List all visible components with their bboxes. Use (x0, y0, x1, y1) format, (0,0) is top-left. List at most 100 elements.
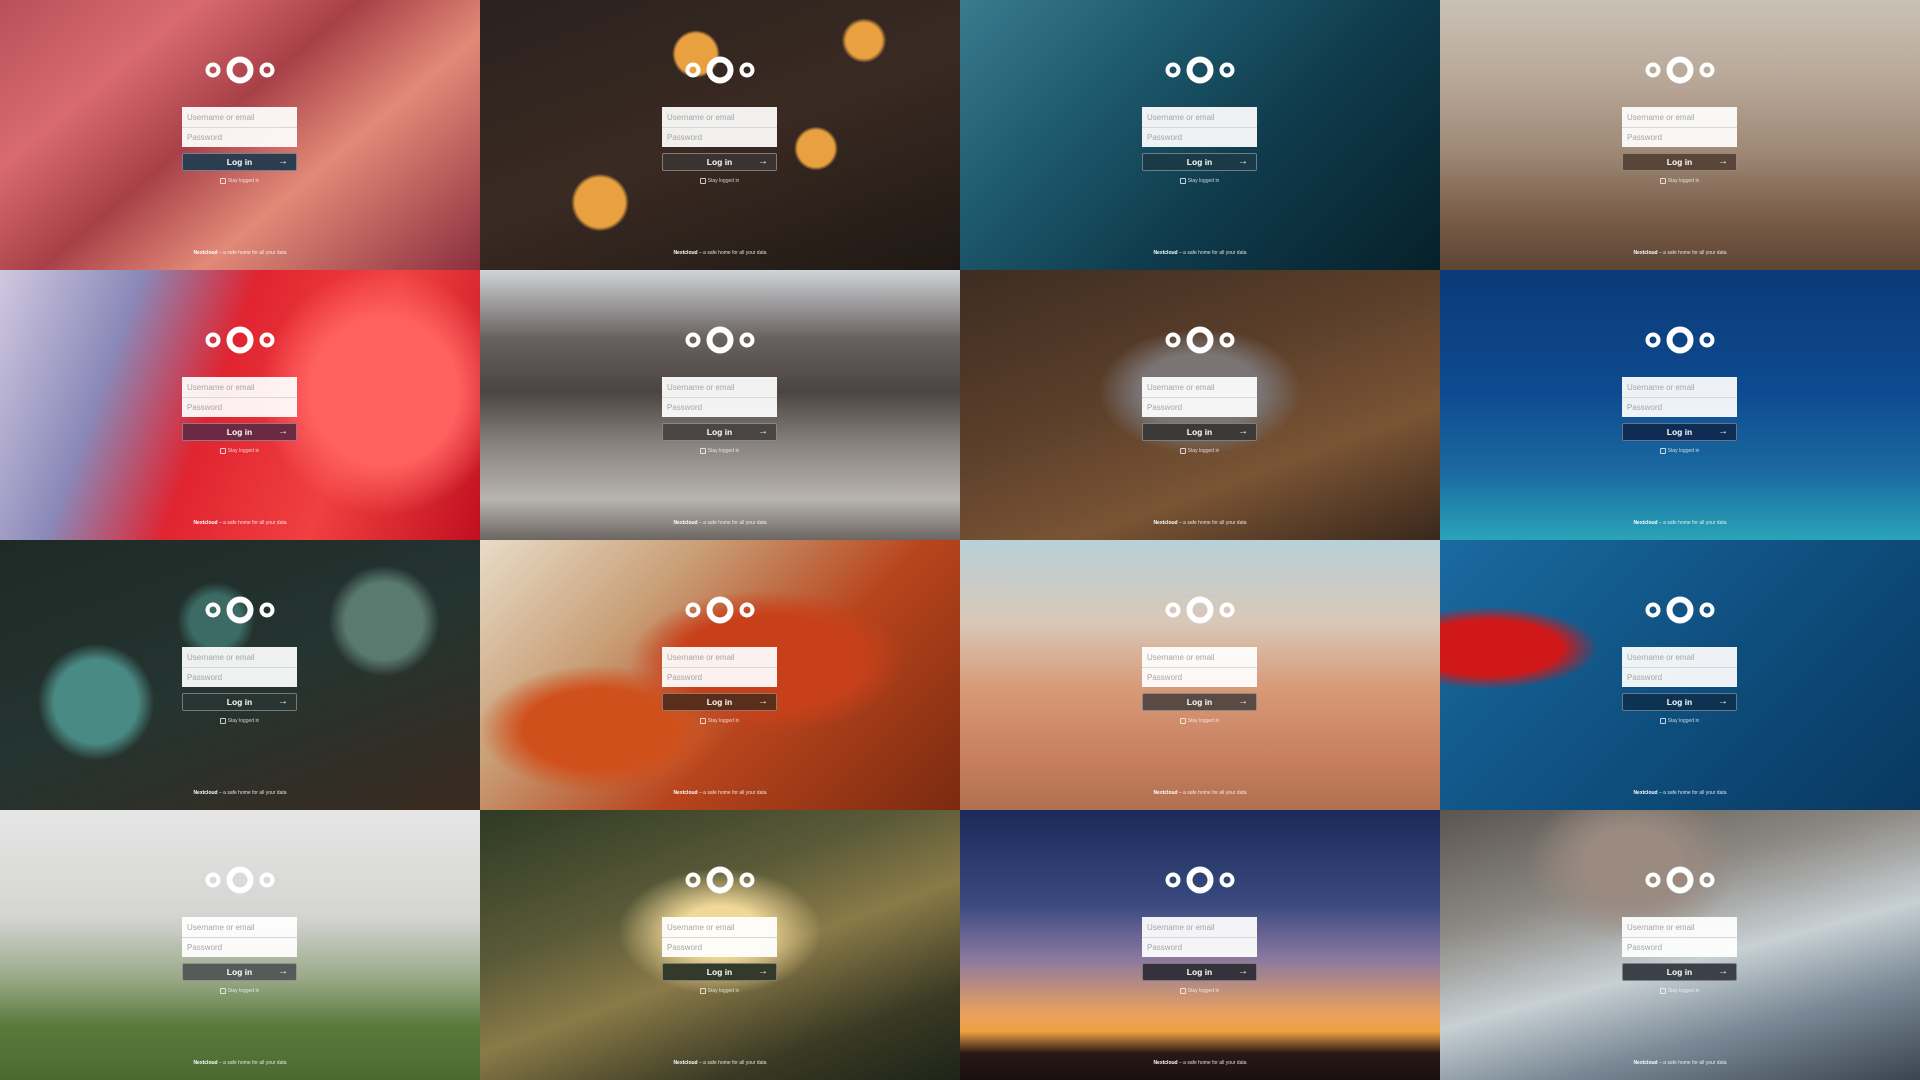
login-button[interactable]: Log in → (1142, 963, 1257, 981)
stay-logged-in-checkbox[interactable] (699, 988, 706, 994)
footer-brand-link[interactable]: Nextcloud (193, 520, 218, 526)
password-input[interactable] (1622, 397, 1737, 417)
stay-logged-in-checkbox[interactable] (1659, 988, 1666, 994)
stay-logged-in-checkbox[interactable] (1659, 448, 1666, 454)
stay-logged-in[interactable]: Stay logged in (1142, 448, 1257, 454)
footer-brand-link[interactable]: Nextcloud (1153, 790, 1178, 796)
stay-logged-in[interactable]: Stay logged in (1622, 718, 1737, 724)
username-input[interactable] (662, 107, 777, 127)
password-input[interactable] (182, 937, 297, 957)
stay-logged-in[interactable]: Stay logged in (1142, 988, 1257, 994)
stay-logged-in[interactable]: Stay logged in (662, 718, 777, 724)
login-button[interactable]: Log in → (1622, 153, 1737, 171)
stay-logged-in[interactable]: Stay logged in (662, 178, 777, 184)
stay-logged-in[interactable]: Stay logged in (182, 448, 297, 454)
username-input[interactable] (662, 917, 777, 937)
password-input[interactable] (1622, 127, 1737, 147)
password-input[interactable] (662, 667, 777, 687)
username-input[interactable] (1142, 647, 1257, 667)
username-input[interactable] (1622, 917, 1737, 937)
login-button[interactable]: Log in → (1622, 693, 1737, 711)
footer-brand-link[interactable]: Nextcloud (673, 1060, 698, 1066)
footer-brand-link[interactable]: Nextcloud (1153, 250, 1178, 256)
footer-brand-link[interactable]: Nextcloud (193, 790, 218, 796)
username-input[interactable] (182, 377, 297, 397)
footer-brand-link[interactable]: Nextcloud (193, 250, 218, 256)
username-input[interactable] (182, 917, 297, 937)
login-button[interactable]: Log in → (662, 963, 777, 981)
stay-logged-in[interactable]: Stay logged in (1142, 178, 1257, 184)
footer-brand-link[interactable]: Nextcloud (1153, 1060, 1178, 1066)
stay-logged-in-checkbox[interactable] (1179, 718, 1186, 724)
stay-logged-in-checkbox[interactable] (1179, 448, 1186, 454)
login-button[interactable]: Log in → (182, 963, 297, 981)
stay-logged-in-checkbox[interactable] (1179, 988, 1186, 994)
password-input[interactable] (182, 667, 297, 687)
footer-brand-link[interactable]: Nextcloud (1153, 520, 1178, 526)
footer-brand-link[interactable]: Nextcloud (673, 520, 698, 526)
stay-logged-in-checkbox[interactable] (699, 178, 706, 184)
username-input[interactable] (182, 647, 297, 667)
footer-brand-link[interactable]: Nextcloud (1633, 790, 1658, 796)
footer-brand-link[interactable]: Nextcloud (1633, 1060, 1658, 1066)
footer-brand-link[interactable]: Nextcloud (193, 1060, 218, 1066)
username-input[interactable] (1622, 107, 1737, 127)
username-input[interactable] (662, 377, 777, 397)
stay-logged-in-checkbox[interactable] (1179, 178, 1186, 184)
stay-logged-in[interactable]: Stay logged in (1622, 988, 1737, 994)
password-input[interactable] (662, 127, 777, 147)
footer-brand-link[interactable]: Nextcloud (673, 790, 698, 796)
password-input[interactable] (1142, 397, 1257, 417)
login-button[interactable]: Log in → (1142, 423, 1257, 441)
password-input[interactable] (1142, 937, 1257, 957)
arrow-right-icon: → (1718, 426, 1728, 437)
footer: Nextcloud – a safe home for all your dat… (480, 250, 960, 256)
username-input[interactable] (1622, 377, 1737, 397)
login-button[interactable]: Log in → (182, 693, 297, 711)
stay-logged-in-label: Stay logged in (227, 718, 260, 724)
username-input[interactable] (1142, 377, 1257, 397)
password-input[interactable] (1622, 937, 1737, 957)
username-input[interactable] (662, 647, 777, 667)
stay-logged-in-checkbox[interactable] (699, 718, 706, 724)
password-input[interactable] (182, 127, 297, 147)
username-input[interactable] (1142, 107, 1257, 127)
stay-logged-in[interactable]: Stay logged in (182, 718, 297, 724)
stay-logged-in[interactable]: Stay logged in (182, 988, 297, 994)
stay-logged-in-checkbox[interactable] (1659, 718, 1666, 724)
footer-brand-link[interactable]: Nextcloud (673, 250, 698, 256)
stay-logged-in[interactable]: Stay logged in (1142, 718, 1257, 724)
stay-logged-in[interactable]: Stay logged in (662, 988, 777, 994)
stay-logged-in[interactable]: Stay logged in (662, 448, 777, 454)
username-input[interactable] (1142, 917, 1257, 937)
login-button[interactable]: Log in → (662, 153, 777, 171)
login-button[interactable]: Log in → (1622, 963, 1737, 981)
login-button[interactable]: Log in → (1622, 423, 1737, 441)
nextcloud-logo-svg (1165, 596, 1235, 624)
stay-logged-in[interactable]: Stay logged in (1622, 178, 1737, 184)
stay-logged-in-checkbox[interactable] (699, 448, 706, 454)
login-button[interactable]: Log in → (1142, 153, 1257, 171)
stay-logged-in-checkbox[interactable] (219, 178, 226, 184)
username-input[interactable] (182, 107, 297, 127)
password-input[interactable] (1142, 127, 1257, 147)
stay-logged-in-checkbox[interactable] (219, 718, 226, 724)
stay-logged-in[interactable]: Stay logged in (1622, 448, 1737, 454)
stay-logged-in-checkbox[interactable] (1659, 178, 1666, 184)
stay-logged-in-checkbox[interactable] (219, 988, 226, 994)
username-input[interactable] (1622, 647, 1737, 667)
login-button[interactable]: Log in → (662, 693, 777, 711)
footer-brand-link[interactable]: Nextcloud (1633, 250, 1658, 256)
stay-logged-in-checkbox[interactable] (219, 448, 226, 454)
password-input[interactable] (1622, 667, 1737, 687)
login-button[interactable]: Log in → (662, 423, 777, 441)
password-input[interactable] (662, 937, 777, 957)
password-input[interactable] (182, 397, 297, 417)
login-button[interactable]: Log in → (182, 423, 297, 441)
login-button[interactable]: Log in → (1142, 693, 1257, 711)
password-input[interactable] (662, 397, 777, 417)
stay-logged-in[interactable]: Stay logged in (182, 178, 297, 184)
login-button[interactable]: Log in → (182, 153, 297, 171)
footer-brand-link[interactable]: Nextcloud (1633, 520, 1658, 526)
password-input[interactable] (1142, 667, 1257, 687)
